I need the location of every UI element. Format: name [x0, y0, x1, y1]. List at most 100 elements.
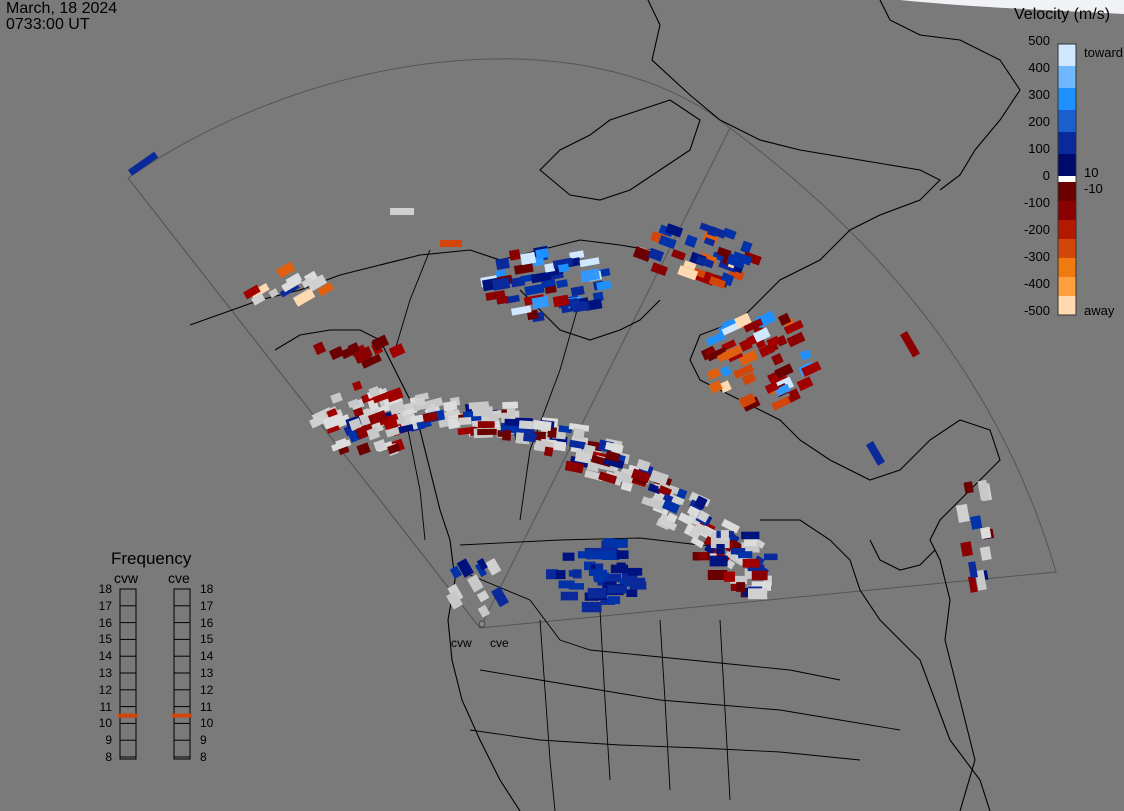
velocity-cell [495, 257, 510, 271]
velocity-cell [459, 561, 471, 574]
velocity-cell [692, 267, 707, 279]
colorbar-away-label: away [1084, 303, 1115, 318]
colorbar-toward-label: toward [1084, 45, 1124, 60]
velocity-cell [662, 493, 674, 503]
velocity-cell [788, 388, 801, 402]
velocity-cell [741, 396, 761, 412]
velocity-cell [763, 575, 772, 586]
velocity-cell [796, 376, 814, 392]
velocity-cell [663, 519, 678, 532]
velocity-cell [340, 346, 355, 360]
velocity-cell [607, 585, 627, 594]
velocity-cell [443, 400, 458, 412]
velocity-cell [604, 450, 621, 463]
velocity-cell [603, 538, 615, 545]
velocity-cell [348, 417, 363, 431]
velocity-cell [354, 350, 372, 364]
colorbar-swatch [1058, 277, 1076, 296]
colorbar-tick: 100 [1028, 141, 1050, 156]
velocity-cell [572, 569, 582, 579]
colorbar-tick: 200 [1028, 114, 1050, 129]
velocity-cell [706, 367, 721, 381]
velocity-cell [532, 420, 552, 431]
velocity-cell [720, 365, 732, 378]
velocity-cell [301, 277, 314, 289]
colorbar-swatch [1058, 201, 1076, 220]
velocity-cell [520, 251, 537, 266]
frequency-level-label: 8 [105, 750, 112, 764]
velocity-cell [477, 604, 491, 618]
velocity-cell [771, 352, 784, 366]
radar-label-cve: cve [490, 636, 509, 650]
frequency-title: Frequency [111, 549, 192, 568]
velocity-cell [488, 414, 499, 422]
velocity-cell [368, 410, 388, 426]
velocity-cell [690, 536, 705, 549]
velocity-cell [580, 268, 601, 283]
radar-label-cvw: cvw [451, 636, 472, 650]
velocity-cell [558, 580, 575, 589]
velocity-cell [612, 470, 634, 485]
velocity-cell [371, 337, 385, 351]
velocity-cell [730, 548, 746, 555]
velocity-cell [705, 331, 726, 347]
velocity-cell [647, 247, 665, 262]
velocity-cell [969, 515, 983, 530]
frequency-level-label: 8 [200, 750, 207, 764]
velocity-cell [708, 380, 723, 394]
velocity-cell [449, 565, 463, 579]
velocity-cell [530, 271, 552, 284]
velocity-cell [616, 550, 629, 559]
velocity-cell [693, 495, 708, 510]
velocity-cell [977, 479, 990, 501]
velocity-cell [595, 563, 604, 571]
velocity-cell [786, 331, 806, 348]
colorbar-swatch [1058, 44, 1076, 66]
velocity-cell [491, 586, 509, 608]
velocity-cell [799, 349, 812, 361]
radar-site-cvw [478, 620, 486, 628]
velocity-cell [570, 285, 585, 297]
velocity-cell [716, 246, 732, 259]
frequency-gauge-frame [119, 588, 137, 760]
fov-split-line [479, 127, 731, 629]
velocity-cell [734, 312, 752, 329]
velocity-cell [695, 255, 715, 269]
colorbar-swatch [1058, 110, 1076, 132]
velocity-cell [593, 575, 606, 583]
velocity-cell [771, 396, 791, 411]
velocity-cell [742, 251, 762, 266]
frequency-gauge-frame [173, 588, 191, 760]
velocity-cell [564, 460, 584, 474]
velocity-cell [742, 558, 761, 568]
velocity-cell [744, 539, 757, 547]
frequency-level-label: 9 [200, 733, 207, 748]
velocity-cell [748, 588, 768, 600]
velocity-cell [426, 403, 437, 414]
velocity-cell [592, 291, 604, 302]
frequency-level-label: 12 [200, 682, 214, 697]
velocity-cell [474, 562, 488, 578]
colorbar-swatch [1058, 132, 1076, 154]
velocity-cell [513, 262, 534, 275]
colorbar-frame [1057, 43, 1077, 316]
velocity-cell [629, 581, 647, 590]
velocity-cell [535, 248, 550, 260]
velocity-cell [361, 353, 382, 369]
velocity-cell [372, 391, 392, 404]
velocity-cell [801, 361, 822, 377]
velocity-cell [577, 551, 591, 559]
velocity-cell [508, 249, 521, 261]
frequency-marker [118, 713, 138, 718]
frequency-level-label: 15 [200, 632, 214, 647]
velocity-cell [980, 526, 992, 540]
velocity-cell [610, 539, 628, 548]
velocity-cell [724, 571, 735, 582]
velocity-cell [385, 387, 404, 403]
colorbar-tick: -400 [1023, 276, 1050, 291]
velocity-cell [722, 227, 737, 240]
velocity-cell [356, 442, 371, 456]
velocity-cell [557, 263, 570, 273]
frequency-level-label: 11 [200, 699, 213, 714]
velocity-cell [604, 441, 624, 454]
